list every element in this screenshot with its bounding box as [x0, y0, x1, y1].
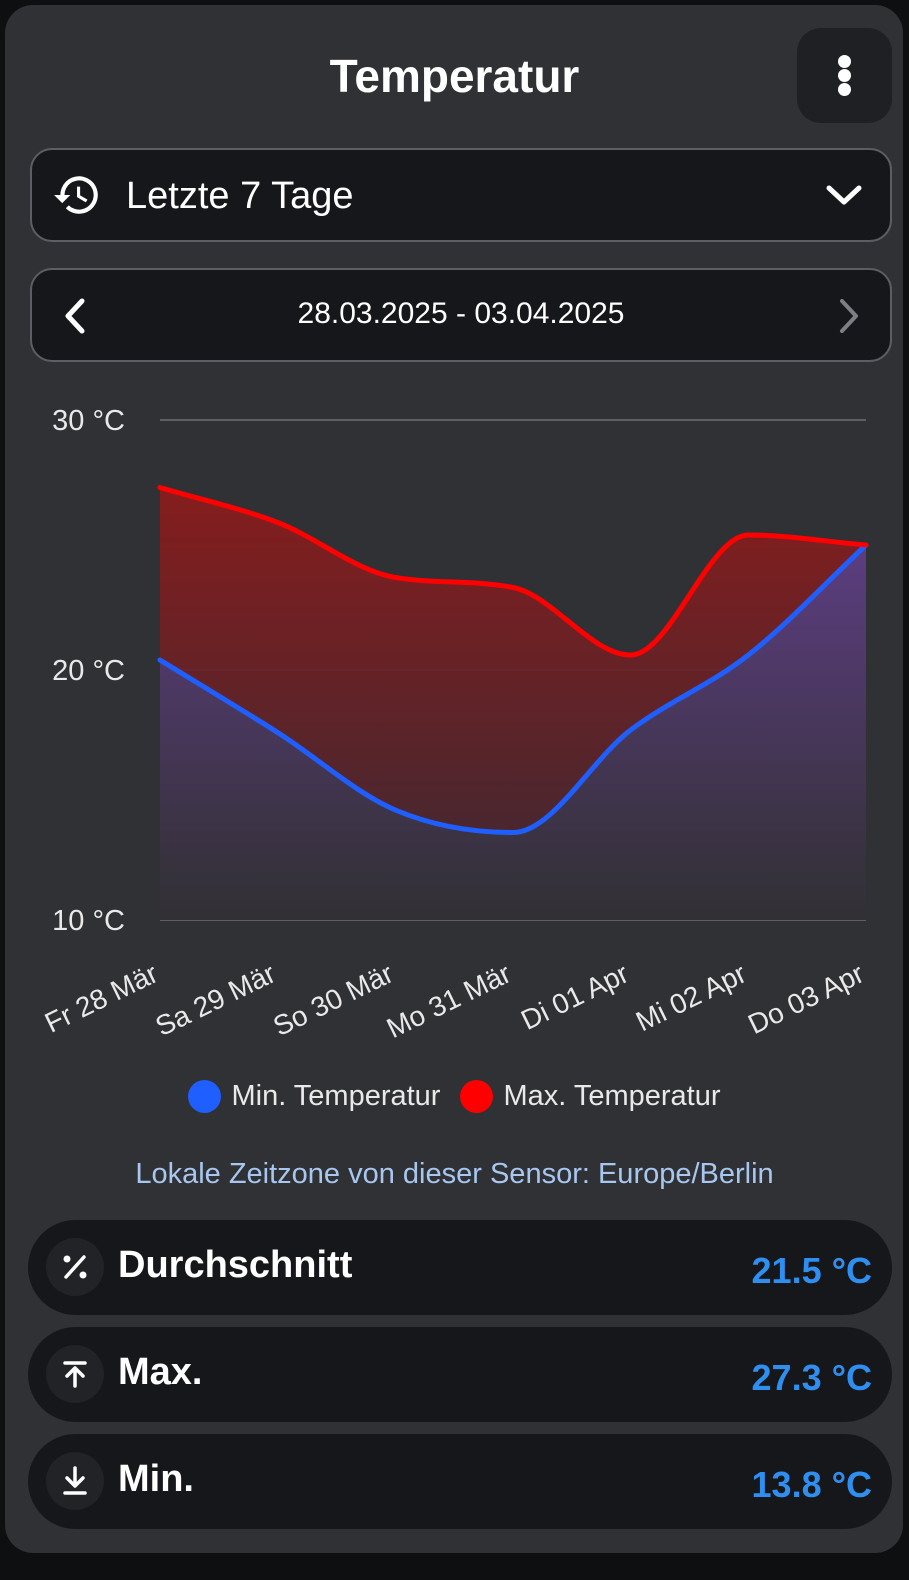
y-tick-label: 30 °C — [52, 405, 125, 437]
stat-max-label: Max. — [118, 1351, 203, 1393]
stat-min: Min. 13.8 °C — [28, 1434, 892, 1529]
y-tick-label: 20 °C — [52, 655, 125, 687]
date-range-label: 28.03.2025 - 03.04.2025 — [297, 297, 625, 330]
area-min — [160, 545, 866, 920]
stat-max: Max. 27.3 °C — [28, 1327, 892, 1422]
timezone-note: Lokale Zeitzone von dieser Sensor: Europ… — [135, 1158, 774, 1190]
series-line-min — [157, 542, 869, 836]
x-tick-label: Sa 29 Mär — [151, 958, 281, 1042]
stat-average-label: Durchschnitt — [118, 1244, 353, 1286]
more-menu-button[interactable] — [797, 28, 892, 123]
stat-average-value: 21.5 °C — [751, 1250, 872, 1291]
stat-average: Durchschnitt 21.5 °C — [28, 1220, 892, 1315]
download-icon — [46, 1452, 104, 1510]
x-tick-label: Di 01 Apr — [516, 958, 633, 1036]
period-select[interactable]: Letzte 7 Tage — [30, 148, 892, 242]
legend-swatch-min — [188, 1080, 222, 1113]
x-tick-label: Mo 31 Mär — [382, 958, 516, 1045]
page-title: Temperatur — [329, 50, 580, 102]
stat-min-value: 13.8 °C — [751, 1464, 872, 1505]
period-select-value: Letzte 7 Tage — [126, 175, 354, 217]
percent-icon — [46, 1238, 104, 1296]
chevron-left-icon[interactable] — [60, 296, 94, 336]
date-range-navigator: 28.03.2025 - 03.04.2025 — [30, 268, 892, 362]
x-tick-label: Do 03 Apr — [743, 958, 869, 1040]
legend-swatch-max — [460, 1080, 494, 1113]
stat-min-label: Min. — [118, 1458, 194, 1500]
series-line-max — [157, 485, 869, 658]
x-tick-label: So 30 Mär — [268, 958, 398, 1042]
x-tick-label: Mi 02 Apr — [631, 958, 751, 1038]
chevron-down-icon — [826, 185, 862, 205]
x-tick-label: Fr 28 Mär — [40, 958, 163, 1039]
stat-max-value: 27.3 °C — [751, 1357, 872, 1398]
legend-label-min: Min. Temperatur — [231, 1080, 441, 1112]
chart-legend: Min. Temperatur Max. Temperatur — [0, 1080, 909, 1113]
legend-item-min[interactable]: Min. Temperatur — [188, 1080, 440, 1113]
chevron-right-icon[interactable] — [830, 296, 864, 336]
history-icon — [54, 176, 98, 214]
y-tick-label: 10 °C — [52, 905, 125, 937]
arrow-up-to-line-icon — [46, 1345, 104, 1403]
legend-item-max[interactable]: Max. Temperatur — [460, 1080, 721, 1113]
legend-label-max: Max. Temperatur — [503, 1080, 721, 1112]
